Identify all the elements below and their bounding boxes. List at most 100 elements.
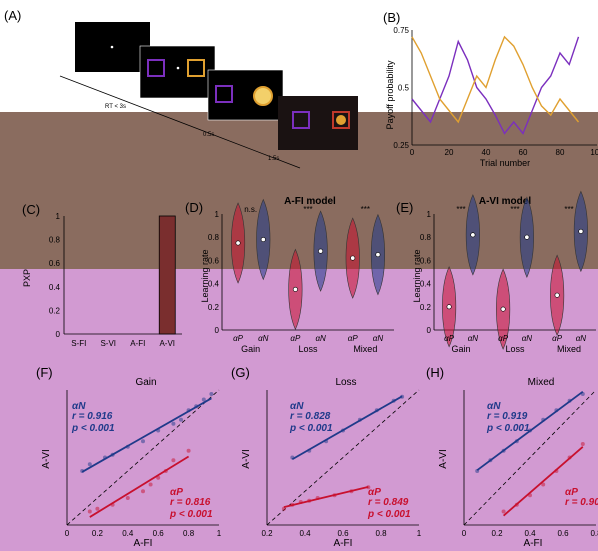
panel-g-an-label: αN xyxy=(290,401,304,412)
fixation-cross-icon xyxy=(110,45,114,49)
panel-f-fit-line-1 xyxy=(89,455,190,518)
panel-d-significance: *** xyxy=(303,205,312,214)
panel-f-an-p: p < 0.001 xyxy=(71,423,115,434)
panel-h-an-r: r = 0.919 xyxy=(487,411,528,422)
time-label-2: 1.5s xyxy=(268,156,279,162)
panel-f-point xyxy=(141,489,145,494)
panel-d-median-an xyxy=(318,248,324,254)
panel-d-group-label: Gain xyxy=(241,344,260,354)
orange-option-highlight-icon xyxy=(253,86,273,106)
panel-h-point xyxy=(580,442,585,446)
panel-g-xtick-label: 0.2 xyxy=(261,529,273,538)
panel-e-xtick-label-ap: αP xyxy=(498,334,509,343)
panel-g-fit-line-1 xyxy=(283,486,369,508)
panel-f-xtick-label: 0 xyxy=(65,529,70,538)
panel-f-xtick-label: 0.8 xyxy=(183,529,195,538)
panel-f-identity-line xyxy=(66,389,220,526)
panel-c-plot: 0 0.2 0.4 0.6 0.8 1 S-FI S-VI A-FI A-VI xyxy=(49,212,182,348)
panel-c-xtick-label: S-FI xyxy=(71,339,86,348)
panel-e-ytick-label: 0 xyxy=(427,326,432,335)
panel-f-xtick-label: 0.4 xyxy=(122,529,134,538)
timeline-arrow xyxy=(59,75,301,169)
panel-b-ytick-label: 0.5 xyxy=(398,84,410,93)
panel-c-ytick-label: 0 xyxy=(56,330,61,339)
panel-b-ytick-label: 0.25 xyxy=(393,141,409,150)
panel-f-label: (F) xyxy=(36,365,53,380)
panel-h-an-p: p < 0.001 xyxy=(486,423,530,434)
panel-g-xtick-label: 0.6 xyxy=(337,529,349,538)
panel-d-ytick-label: 1 xyxy=(215,210,220,219)
panel-d-significance: n.s. xyxy=(244,205,257,214)
panel-f-xtick-label: 0.6 xyxy=(153,529,165,538)
panel-e-median-ap xyxy=(500,306,506,312)
screen-feedback xyxy=(278,96,358,150)
panel-e-group-label: Mixed xyxy=(557,344,581,354)
panel-e-ytick-label: 0.2 xyxy=(420,303,432,312)
panel-f-point xyxy=(179,417,183,422)
panel-f-ap-p: p < 0.001 xyxy=(169,509,213,520)
panel-f-plot: 0 0.2 0.4 0.6 0.8 1 xyxy=(65,389,222,538)
panel-e-median-an xyxy=(578,228,584,234)
panel-b-series-line-1 xyxy=(411,35,580,124)
panel-g: (G) Loss A-VI A-FI 0.2 0.4 0.6 0.8 1 αN r = … xyxy=(231,365,422,549)
panel-g-ylabel: A-VI xyxy=(241,449,252,468)
time-label-1: 0.5s xyxy=(203,132,214,138)
panel-f-an-label: αN xyxy=(72,401,86,412)
panel-c: (C) 0 0.2 0.4 0.6 0.8 1 S-FI S-VI A-FI A-VI PXP xyxy=(22,202,182,348)
panel-d-median-ap xyxy=(235,240,241,246)
panel-e-median-an xyxy=(470,232,476,238)
panel-e-ytick-label: 0.6 xyxy=(420,256,432,265)
panel-d: (D) A-FI model Learning rate 0 0.2 0.4 0.6 0… xyxy=(185,196,394,354)
panel-f-xlabel: A-FI xyxy=(134,538,153,549)
panel-g-xlabel: A-FI xyxy=(334,538,353,549)
panel-d-xtick-label-ap: αP xyxy=(290,334,301,343)
panel-e-xtick-label-an: αN xyxy=(468,334,479,343)
panel-f-point xyxy=(125,496,130,500)
panel-f-point xyxy=(87,462,92,467)
panel-h-ap-r: r = 0.90 xyxy=(565,497,598,508)
panel-f-point xyxy=(209,392,214,397)
panel-b-xtick-label: 100 xyxy=(590,148,598,157)
panel-g-plot: 0.2 0.4 0.6 0.8 1 xyxy=(261,389,422,538)
panel-e-ytick-label: 1 xyxy=(427,210,432,219)
panel-d-median-ap xyxy=(350,255,356,261)
panel-c-ytick-label: 0.6 xyxy=(49,259,61,268)
panel-f-fit-line-0 xyxy=(81,397,212,473)
panel-g-ap-p: p < 0.001 xyxy=(367,509,411,520)
panel-h-fit-line-0 xyxy=(476,390,584,471)
panel-b-ytick-label: 0.75 xyxy=(393,26,409,35)
panel-e-significance: *** xyxy=(564,205,573,214)
panel-g-point xyxy=(281,506,286,511)
panel-h-an-label: αN xyxy=(487,401,501,412)
panel-b-xtick-label: 60 xyxy=(519,148,528,157)
panel-e-xtick-label-an: αN xyxy=(576,334,587,343)
panel-e-ytick-label: 0.8 xyxy=(420,233,432,242)
panel-e-group-label: Loss xyxy=(505,344,525,354)
panel-f-an-r: r = 0.916 xyxy=(72,411,113,422)
panel-d-ytick-label: 0.2 xyxy=(208,303,220,312)
panel-h-identity-line xyxy=(463,389,597,526)
panel-e-median-ap xyxy=(446,304,452,310)
panel-h-xtick-label: 0.8 xyxy=(590,529,598,538)
panel-c-xtick-label: A-FI xyxy=(130,339,145,348)
panel-g-label: (G) xyxy=(231,365,250,380)
panel-c-ytick-label: 0.4 xyxy=(49,283,61,292)
panel-h-point xyxy=(501,509,506,514)
panel-d-ytick-label: 0.4 xyxy=(208,280,220,289)
panel-f-ap-label: αP xyxy=(170,487,183,498)
panel-f-point xyxy=(148,482,153,487)
panel-e-xtick-label-an: αN xyxy=(522,334,533,343)
panel-g-xtick-label: 0.8 xyxy=(375,529,387,538)
panel-d-group-label: Mixed xyxy=(353,344,377,354)
panel-e: (E) A-VI model Learning rate 0 0.2 0.4 0.6 0… xyxy=(396,190,596,354)
panel-b-xtick-label: 0 xyxy=(410,148,415,157)
orange-option-icon xyxy=(187,59,205,77)
panel-b-label: (B) xyxy=(383,10,400,25)
panel-h-ap-label: αP xyxy=(565,487,578,498)
panel-f: (F) Gain A-VI A-FI 0 0.2 0.4 0.6 0.8 1 αN r =… xyxy=(36,365,222,549)
panel-f-xtick-label: 0.2 xyxy=(92,529,104,538)
